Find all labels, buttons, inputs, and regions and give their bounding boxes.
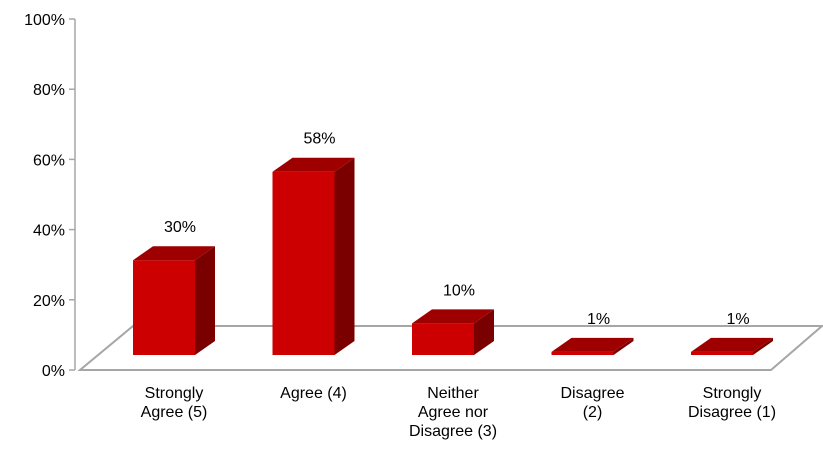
bar-front: [412, 323, 474, 355]
category-label: Agree (4): [280, 385, 347, 402]
bar-side: [753, 337, 773, 355]
bars: [133, 157, 773, 355]
y-tick-label: 20%: [33, 293, 65, 310]
bar: [691, 337, 773, 355]
y-axis: 0% 20% 40% 60% 80% 100%: [24, 12, 76, 380]
data-labels: 30% 58% 10% 1% 1%: [164, 131, 750, 328]
bar: [412, 309, 494, 355]
data-label: 58%: [303, 131, 335, 148]
bar-top: [272, 157, 355, 172]
category-label: Neither Agree nor Disagree (3): [409, 385, 497, 440]
bar-side: [474, 309, 494, 355]
bar-top: [551, 337, 634, 352]
category-label-line: Strongly: [703, 385, 762, 402]
y-tick-label: 100%: [24, 12, 65, 29]
category-label-line: (2): [583, 404, 603, 421]
data-label: 1%: [726, 311, 749, 328]
bar-front: [272, 171, 335, 355]
y-tick-label: 60%: [33, 152, 65, 169]
bar-front: [133, 260, 195, 355]
category-label-line: Agree nor: [418, 404, 489, 421]
category-label: Strongly Agree (5): [141, 385, 208, 421]
data-label: 1%: [587, 311, 610, 328]
bar-front: [551, 351, 614, 355]
category-labels: Strongly Agree (5) Agree (4) Neither Agree n…: [141, 385, 776, 440]
category-label-line: Disagree (3): [409, 423, 497, 440]
bar-side: [613, 337, 634, 355]
category-label-line: Neither: [427, 385, 479, 402]
category-label-line: Disagree: [560, 385, 624, 402]
data-label: 10%: [443, 282, 475, 299]
bar-side: [334, 157, 355, 355]
y-tick-label: 40%: [33, 223, 65, 240]
bar-front: [691, 351, 753, 355]
category-label: Strongly Disagree (1): [688, 385, 776, 421]
bar: [272, 157, 355, 355]
y-tick-label: 0%: [42, 363, 65, 380]
bar: [551, 337, 634, 355]
category-label-line: Agree (4): [280, 385, 347, 402]
category-label-line: Disagree (1): [688, 404, 776, 421]
y-tick-label: 80%: [33, 82, 65, 99]
bar: [133, 246, 215, 355]
category-label: Disagree (2): [560, 385, 624, 421]
category-label-line: Agree (5): [141, 404, 208, 421]
bar-top: [691, 337, 773, 352]
bar-top: [133, 246, 215, 261]
bar-side: [195, 246, 215, 355]
bar-top: [412, 309, 494, 324]
data-label: 30%: [164, 219, 196, 236]
category-label-line: Strongly: [145, 385, 204, 402]
